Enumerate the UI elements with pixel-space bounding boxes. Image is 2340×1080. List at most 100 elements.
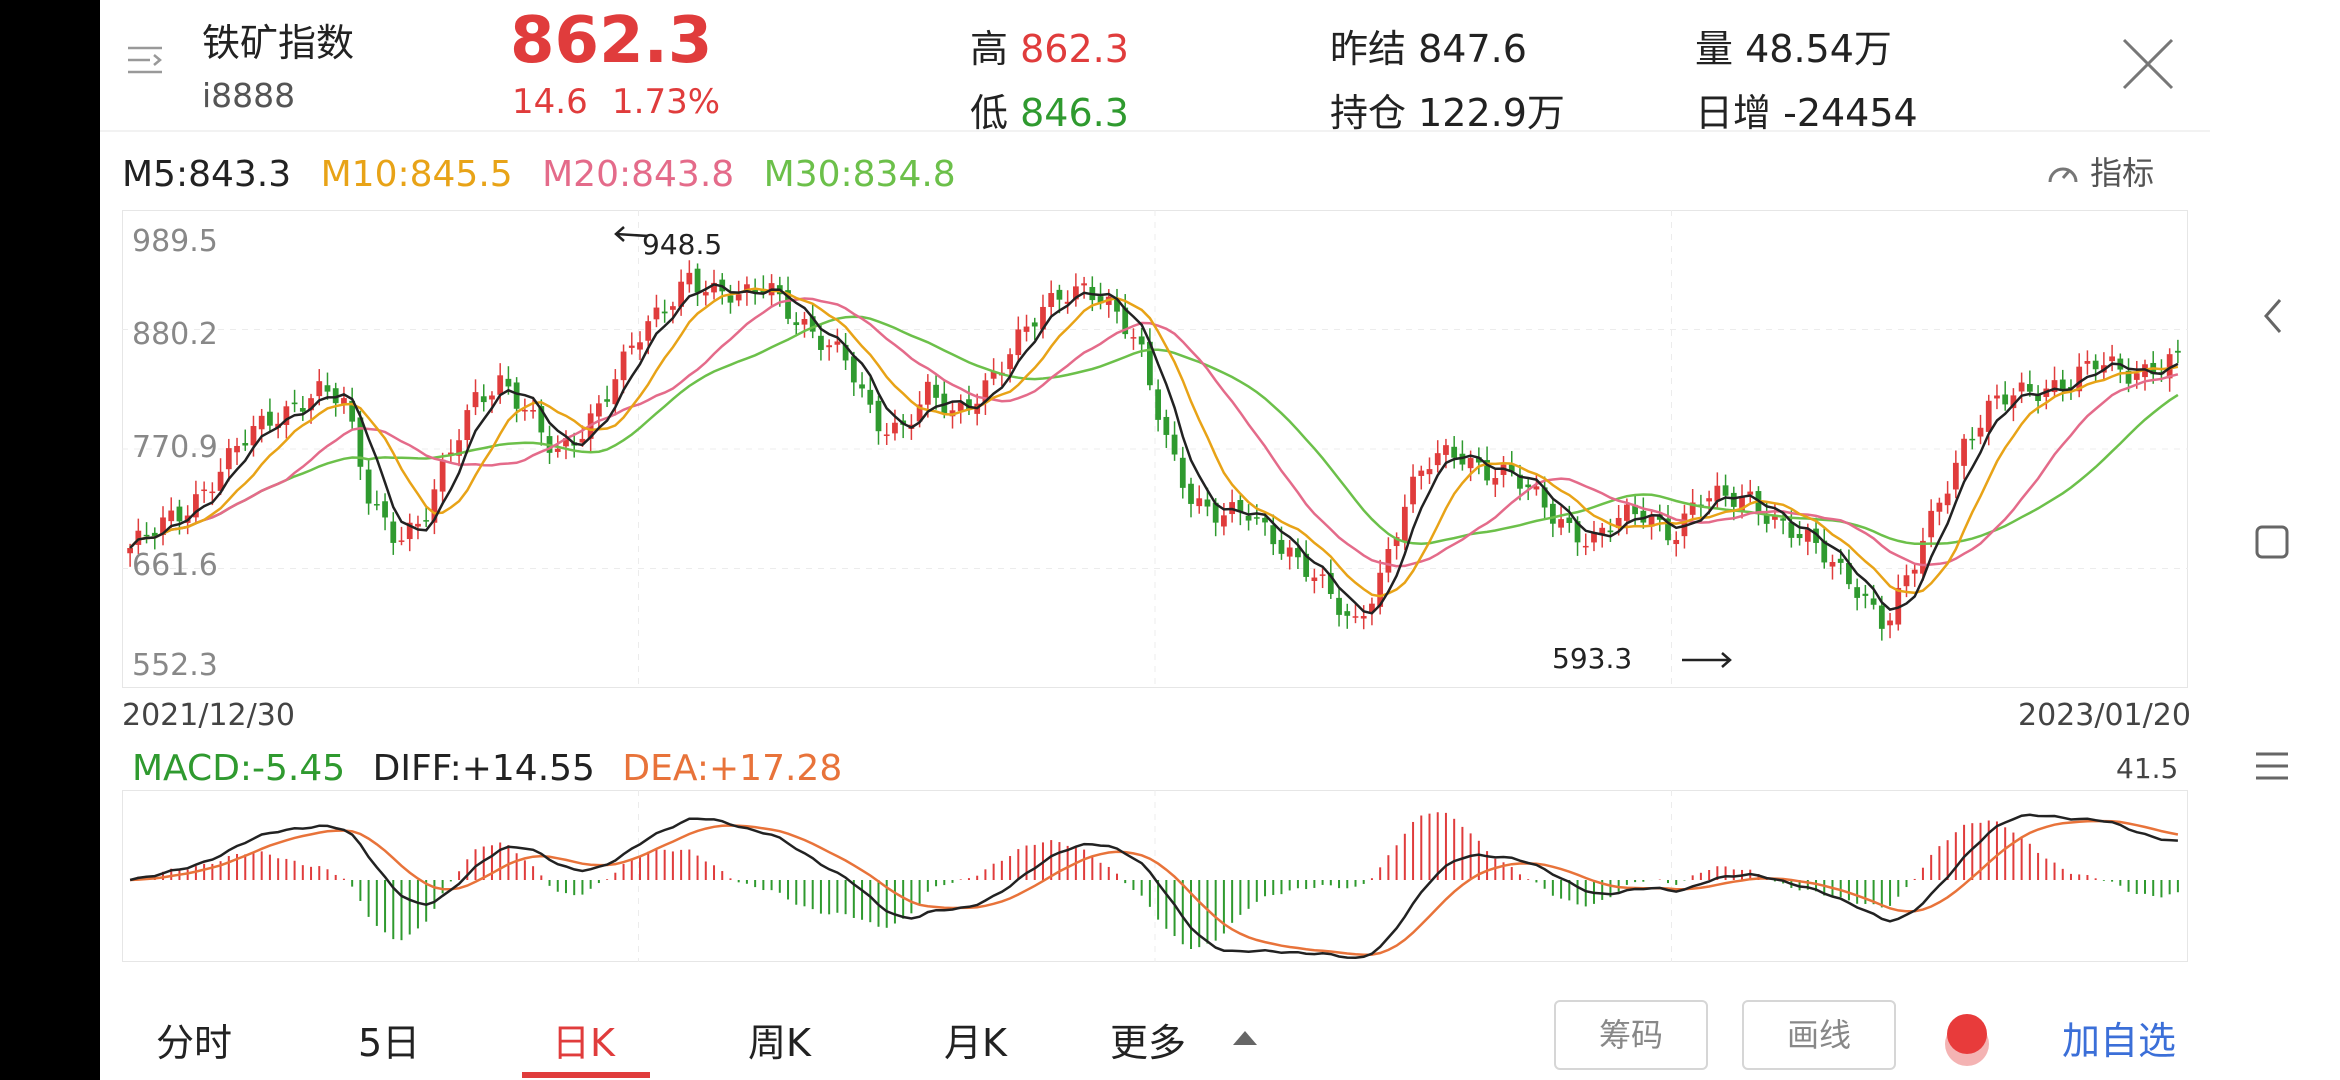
tab-monthly-k[interactable]: 月K: [944, 1021, 1007, 1065]
candle-body: [1739, 497, 1745, 512]
candle-body: [2109, 356, 2115, 362]
date-end: 2023/01/20: [2018, 698, 2191, 733]
macd-legend: MACD:-5.45 DIFF:+14.55 DEA:+17.28: [132, 748, 842, 789]
candle-body: [497, 375, 504, 395]
candle-body: [1607, 530, 1614, 533]
candle-body: [217, 471, 224, 491]
candle-body: [398, 540, 405, 542]
candle-body: [2051, 380, 2058, 393]
candle-body: [1796, 533, 1803, 539]
instrument-code: i8888: [202, 76, 296, 115]
candle-body: [1574, 521, 1581, 543]
back-chevron-icon[interactable]: [2258, 296, 2288, 340]
candle-body: [859, 384, 865, 389]
candle-body: [1401, 506, 1408, 542]
candle-body: [1212, 502, 1219, 523]
candle-body: [2010, 395, 2017, 409]
candle-body: [1969, 438, 1976, 441]
indicator-label: 指标: [2090, 154, 2155, 192]
candle-body: [1508, 464, 1515, 472]
tab-intraday[interactable]: 分时: [156, 1021, 233, 1065]
candle-body: [1369, 603, 1375, 612]
candle-body: [727, 295, 734, 303]
candle-body: [439, 459, 446, 492]
candle-body: [1188, 483, 1194, 504]
y-tick-5: 552.3: [132, 648, 218, 683]
close-icon[interactable]: [2120, 36, 2176, 92]
candle-body: [1015, 329, 1022, 356]
low-field: 低 846.3: [970, 82, 1129, 137]
candle-body: [653, 307, 660, 320]
candle-body: [1846, 563, 1852, 585]
candle-body: [2125, 370, 2132, 384]
candle-body: [1484, 460, 1490, 481]
candle-body: [1689, 502, 1696, 515]
kline-chart[interactable]: [122, 210, 2188, 688]
add-watchlist-button[interactable]: 加自选: [2062, 1019, 2177, 1063]
candle-body: [1352, 616, 1359, 618]
candle-body: [702, 292, 709, 296]
draw-line-button[interactable]: 画线: [1742, 1000, 1896, 1070]
candle-body: [308, 398, 314, 411]
candle-body: [850, 356, 857, 383]
candle-body: [1434, 453, 1441, 466]
candle-body: [1985, 400, 1992, 432]
recents-menu-icon[interactable]: [2252, 748, 2292, 788]
y-tick-2: 880.2: [132, 317, 218, 352]
gauge-icon: [2046, 158, 2080, 196]
candle-body: [957, 402, 964, 412]
high-label: 高: [970, 27, 1009, 71]
candle-body: [1961, 438, 1967, 466]
candle-body: [1870, 598, 1877, 605]
candle-body: [1763, 515, 1770, 524]
low-value: 846.3: [1020, 91, 1129, 135]
candle-body: [127, 548, 133, 554]
candle-body: [234, 445, 240, 453]
candle-body: [1262, 517, 1268, 523]
tab-more[interactable]: 更多: [1110, 1021, 1187, 1065]
candle-body: [2002, 394, 2009, 405]
candle-body: [1837, 558, 1844, 563]
caret-up-icon[interactable]: [1232, 1030, 1258, 1050]
high-marker-label: 948.5: [642, 228, 723, 261]
candle-body: [678, 281, 684, 307]
candle-body: [332, 388, 339, 404]
candle-body: [1525, 484, 1532, 488]
candle-body: [1295, 548, 1301, 558]
high-field: 高 862.3: [970, 18, 1129, 73]
candle-body: [538, 406, 545, 433]
candle-body: [2092, 360, 2099, 370]
candle-body: [612, 379, 619, 405]
candle-body: [1155, 389, 1161, 420]
candle-body: [1558, 519, 1564, 528]
tab-weekly-k[interactable]: 周K: [748, 1021, 811, 1065]
candle-body: [1344, 611, 1351, 616]
candle-body: [1286, 547, 1293, 557]
candle-body: [694, 268, 701, 293]
chips-button[interactable]: 筹码: [1554, 1000, 1708, 1070]
candle-body: [2018, 382, 2025, 392]
candle-body: [209, 491, 216, 494]
macd-chart[interactable]: [122, 790, 2188, 962]
candle-body: [1064, 301, 1071, 304]
candle-body: [645, 321, 652, 341]
y-tick-4: 661.6: [132, 548, 218, 583]
menu-icon[interactable]: [122, 40, 168, 80]
candle-body: [349, 400, 356, 422]
candle-body: [283, 406, 290, 425]
record-dot-icon[interactable]: [1940, 1010, 1994, 1074]
tab-5day[interactable]: 5日: [358, 1021, 421, 1065]
tab-daily-k[interactable]: 日K: [552, 1021, 615, 1065]
home-square-icon[interactable]: [2254, 524, 2290, 564]
indicator-button[interactable]: 指标: [2046, 148, 2154, 196]
candle-body: [1163, 416, 1170, 435]
ma20-label: M20:843.8: [542, 154, 735, 195]
ma5-line: [129, 283, 2179, 615]
candle-body: [842, 344, 849, 361]
candle-body: [1977, 427, 1984, 437]
candle-body: [489, 395, 495, 400]
header-divider: [100, 130, 2210, 132]
candle-body: [1056, 289, 1063, 300]
candle-body: [258, 415, 265, 430]
ma-legend: M5:843.3 M10:845.5 M20:843.8 M30:834.8: [122, 154, 956, 195]
